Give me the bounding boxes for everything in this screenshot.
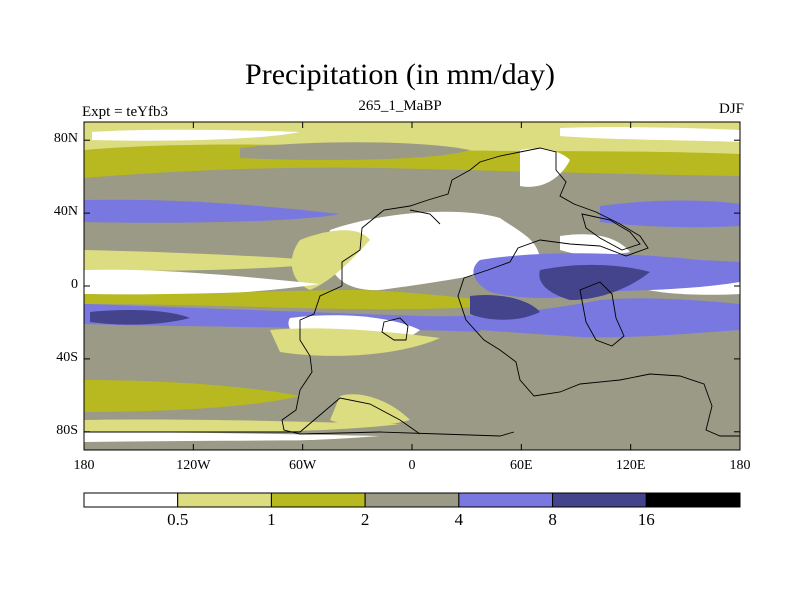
coastline-south <box>281 285 515 437</box>
antarctic-outline <box>84 397 421 435</box>
continent-rim-light <box>291 230 370 290</box>
antarctic-gray <box>420 383 700 409</box>
time-label: 265_1_MaBP <box>358 98 442 114</box>
equator-dry-west <box>84 269 320 295</box>
x-tick-label: 120E <box>615 458 646 473</box>
colorbar-label: 0.5 <box>167 510 189 529</box>
antarctic-light-patch <box>330 394 410 426</box>
southern-light-rim <box>270 328 440 356</box>
arctic-dry-patch-east <box>560 127 740 142</box>
plot-title: Precipitation (in mm/day) <box>245 58 555 91</box>
x-tick-label: 0 <box>408 458 416 473</box>
x-tick-label: 60W <box>289 458 317 473</box>
south-olive-west <box>84 380 300 412</box>
x-tick-label: 180 <box>729 458 751 473</box>
colorbar <box>83 492 741 508</box>
monsoon-core <box>539 264 650 300</box>
colorbar-label: 4 <box>454 510 464 529</box>
colorbar-swatch <box>177 492 272 508</box>
colorbar-label: 8 <box>548 510 557 529</box>
colorbar-swatch <box>270 492 366 508</box>
x-tick-label: 60E <box>510 458 533 473</box>
antarctic-light-band <box>84 419 400 433</box>
y-tick-label: 80N <box>53 131 78 147</box>
south-gray-east <box>480 330 740 375</box>
north-gray-east <box>560 174 740 200</box>
coastline-main <box>341 147 740 437</box>
arctic-dry-patch <box>92 129 300 141</box>
colorbar-swatch <box>645 492 741 508</box>
north-gray-band <box>84 173 330 192</box>
colorbar-swatch <box>552 492 647 508</box>
island-outline <box>381 317 409 341</box>
wet-core-west <box>90 310 190 325</box>
axis-ticks <box>83 122 741 450</box>
subtropic-gray <box>84 224 330 251</box>
colorbar-label: 2 <box>360 510 370 529</box>
colorbar-swatch <box>364 492 460 508</box>
north-gray-patch <box>240 142 470 160</box>
inlet-outline <box>409 209 441 225</box>
season-label: DJF <box>718 101 744 117</box>
equator-olive <box>84 290 520 310</box>
northeast-block <box>581 213 641 251</box>
eastern-landmass <box>579 281 625 347</box>
colorbar-swatch <box>83 492 179 508</box>
itcz-blue-band <box>84 298 740 338</box>
south-gray-west <box>84 330 300 380</box>
y-tick-label: 80S <box>56 422 78 438</box>
east-dry-patch <box>560 234 630 256</box>
colorbar-label: 16 <box>637 510 655 529</box>
colorbar-label: 1 <box>267 510 276 529</box>
y-tick-label: 40N <box>53 204 78 220</box>
experiment-label: Expt = teYfb3 <box>82 104 168 120</box>
x-tick-label: 120W <box>176 458 211 473</box>
x-tick-label: 180 <box>73 458 95 473</box>
subtropic-light <box>84 250 340 271</box>
y-tick-label: 40S <box>56 349 78 365</box>
y-tick-label: 0 <box>71 277 78 292</box>
map-field <box>84 122 740 450</box>
storm-track-atlantic <box>84 199 340 223</box>
highland-dry-patch <box>520 148 570 187</box>
storm-track-pacific <box>600 200 740 228</box>
polar-south-dry <box>84 432 380 444</box>
wet-core-south <box>470 294 540 320</box>
colorbar-swatch <box>458 492 554 508</box>
